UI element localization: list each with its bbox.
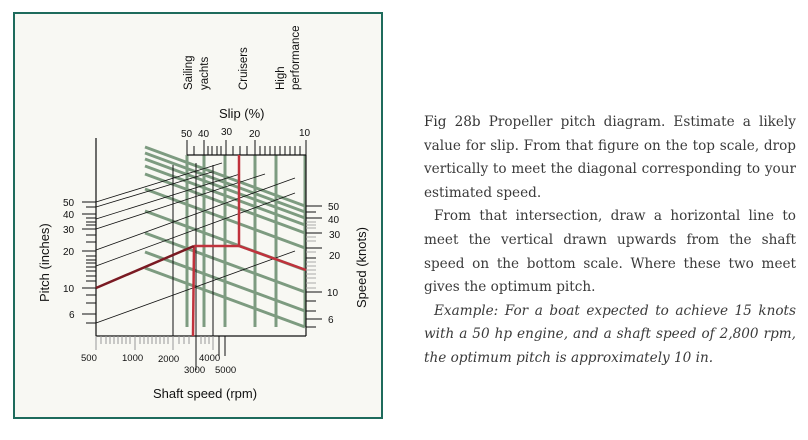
speed-minor-ticks [306, 221, 316, 289]
category-label-performance: performance [290, 25, 302, 90]
category-label-high: High [275, 66, 287, 90]
rpm-ticks [95, 336, 214, 350]
caption-paragraph-2: From that intersection, draw a horizonta… [424, 208, 796, 296]
speed-tick-label: 40 [328, 215, 340, 226]
figure-frame [13, 12, 383, 419]
rpm-tick-label: 2000 [158, 354, 179, 365]
category-label-yachts: yachts [199, 57, 211, 90]
speed-axis-title: Speed (knots) [354, 227, 369, 308]
speed-tick-label: 50 [328, 202, 340, 213]
figure-caption: Fig 28b Propeller pitch diagram. Estimat… [424, 111, 796, 371]
pitch-tick-label: 6 [69, 310, 75, 321]
rpm-tick-label: 3000 [184, 365, 205, 376]
pitch-tick-label: 30 [63, 225, 75, 236]
category-label-sailing: Sailing [183, 55, 195, 90]
speed-tick-label: 6 [328, 315, 334, 326]
pitch-tick-label: 20 [63, 247, 75, 258]
slip-tick-label: 20 [249, 129, 261, 140]
pitch-tick-label: 50 [63, 198, 75, 209]
speed-tick-label: 10 [327, 288, 339, 299]
caption-example: Example: For a boat expected to achieve … [424, 302, 796, 366]
slip-tick-label: 30 [221, 127, 233, 138]
rpm-axis-title: Shaft speed (rpm) [153, 386, 257, 401]
slip-tick-label: 50 [181, 129, 193, 140]
pitch-ticks [82, 201, 96, 324]
rpm-major-ticks [218, 336, 226, 356]
slip-tick-label: 10 [299, 128, 311, 139]
speed-tick-label: 20 [329, 251, 341, 262]
slip-axis-title: Slip (%) [219, 106, 265, 121]
pitch-axis-title: Pitch (inches) [37, 223, 52, 302]
rpm-tick-label: 4000 [199, 353, 220, 364]
speed-tick-label: 30 [329, 230, 341, 241]
figure-label: Fig 28b [424, 114, 481, 130]
category-label-cruisers: Cruisers [238, 47, 250, 90]
worked-example-path [191, 155, 307, 337]
speed-ticks [306, 205, 322, 328]
slip-tick-label: 40 [198, 129, 210, 140]
slip-ticks [186, 140, 307, 155]
rpm-tick-label: 1000 [122, 353, 143, 364]
speed-grid-diagonals [144, 145, 306, 329]
rpm-tick-label: 500 [81, 353, 97, 364]
pitch-tick-label: 10 [63, 284, 75, 295]
pitch-result-line [95, 244, 195, 290]
figure-title: Propeller pitch diagram. Estimate a like… [424, 114, 796, 201]
pitch-tick-label: 40 [63, 210, 75, 221]
rpm-tick-label: 5000 [215, 365, 236, 376]
propeller-pitch-diagram: Sailing yachts Cruisers High performance… [37, 25, 369, 401]
